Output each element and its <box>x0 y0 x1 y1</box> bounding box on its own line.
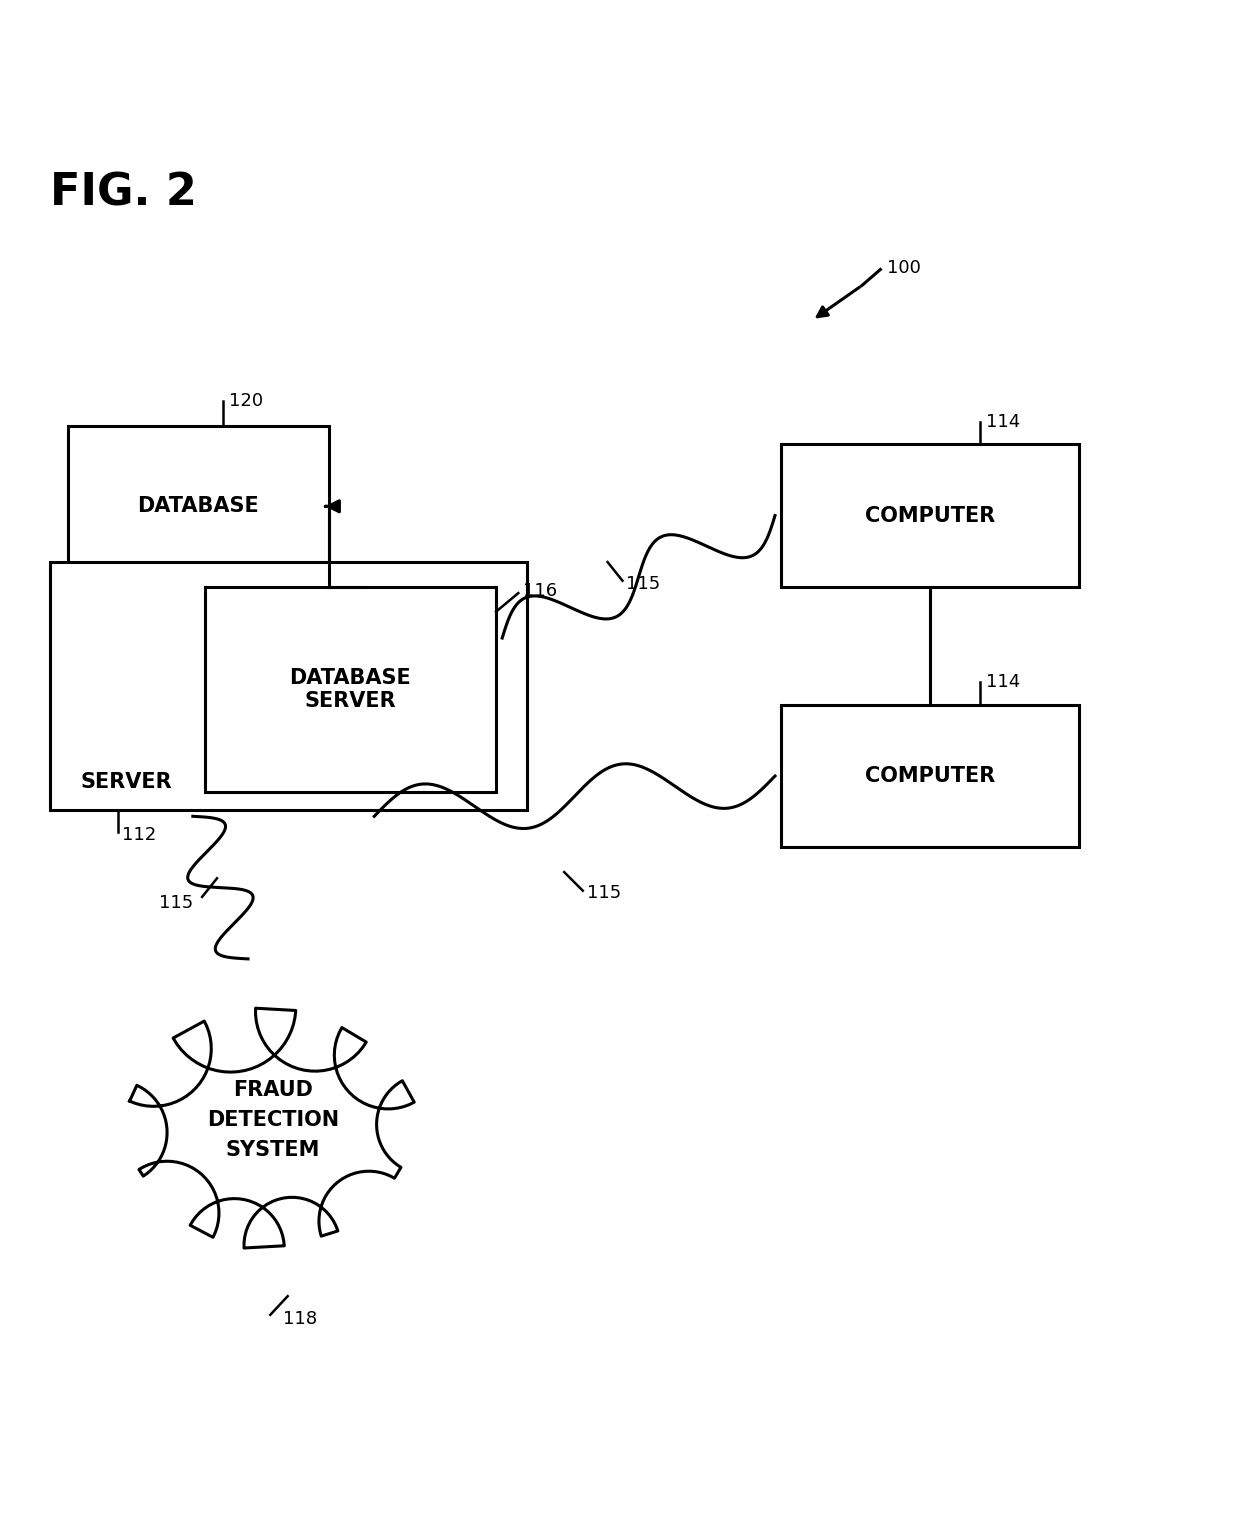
Text: 112: 112 <box>122 826 156 844</box>
FancyBboxPatch shape <box>781 704 1079 847</box>
Polygon shape <box>130 952 476 1293</box>
Text: DATABASE: DATABASE <box>138 496 259 516</box>
Text: 100: 100 <box>887 259 920 277</box>
Text: 114: 114 <box>986 674 1021 692</box>
Text: 115: 115 <box>159 894 193 913</box>
FancyBboxPatch shape <box>205 587 496 791</box>
FancyBboxPatch shape <box>781 444 1079 587</box>
Text: 114: 114 <box>986 414 1021 430</box>
Text: COMPUTER: COMPUTER <box>864 505 996 526</box>
Text: 116: 116 <box>523 581 558 599</box>
Text: 115: 115 <box>587 884 621 902</box>
FancyBboxPatch shape <box>50 563 527 811</box>
Text: FRAUD
DETECTION
SYSTEM: FRAUD DETECTION SYSTEM <box>207 1080 339 1159</box>
Text: SERVER: SERVER <box>81 771 172 791</box>
FancyBboxPatch shape <box>68 426 329 587</box>
Text: 115: 115 <box>626 575 661 593</box>
Text: DATABASE
SERVER: DATABASE SERVER <box>289 668 412 710</box>
Text: COMPUTER: COMPUTER <box>864 767 996 786</box>
Text: 120: 120 <box>229 392 264 409</box>
Text: 118: 118 <box>283 1310 317 1328</box>
Text: FIG. 2: FIG. 2 <box>50 172 196 214</box>
